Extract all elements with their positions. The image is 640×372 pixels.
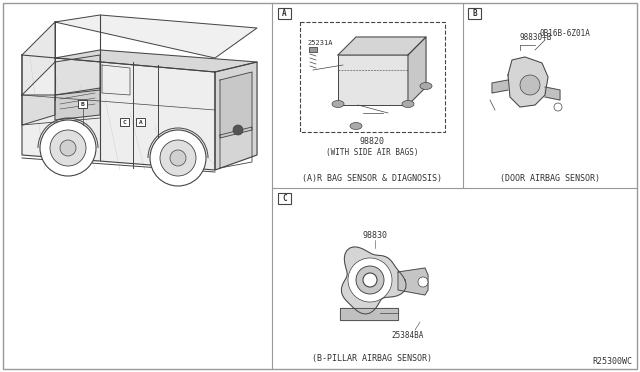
Polygon shape <box>22 95 55 125</box>
Circle shape <box>60 140 76 156</box>
Bar <box>300 22 445 132</box>
Text: 25231A: 25231A <box>307 40 333 46</box>
Polygon shape <box>408 37 426 105</box>
Circle shape <box>233 125 243 135</box>
Ellipse shape <box>402 100 414 108</box>
Circle shape <box>150 130 206 186</box>
Bar <box>78 100 87 108</box>
Polygon shape <box>338 37 426 55</box>
Circle shape <box>40 120 96 176</box>
Ellipse shape <box>420 83 432 90</box>
Bar <box>468 8 481 19</box>
Bar <box>120 118 129 126</box>
Polygon shape <box>22 22 55 95</box>
Circle shape <box>418 277 428 287</box>
Text: (B-PILLAR AIRBAG SENSOR): (B-PILLAR AIRBAG SENSOR) <box>312 353 432 362</box>
Circle shape <box>50 130 86 166</box>
Polygon shape <box>55 88 100 120</box>
Circle shape <box>520 75 540 95</box>
Polygon shape <box>492 80 508 93</box>
Circle shape <box>170 150 186 166</box>
Circle shape <box>554 103 562 111</box>
Text: 25384BA: 25384BA <box>392 330 424 340</box>
Text: (WITH SIDE AIR BAGS): (WITH SIDE AIR BAGS) <box>326 148 419 157</box>
Circle shape <box>160 140 196 176</box>
Polygon shape <box>55 55 100 95</box>
Polygon shape <box>215 62 257 170</box>
Polygon shape <box>508 57 548 107</box>
Text: B: B <box>472 9 477 18</box>
Circle shape <box>348 258 392 302</box>
Text: 98830: 98830 <box>362 231 387 240</box>
Polygon shape <box>220 72 252 138</box>
Bar <box>136 118 145 126</box>
Text: R25300WC: R25300WC <box>592 357 632 366</box>
Text: 0B16B-6Z01A: 0B16B-6Z01A <box>540 29 591 38</box>
Text: C: C <box>123 119 126 125</box>
Polygon shape <box>398 268 428 295</box>
Text: A: A <box>139 119 142 125</box>
Bar <box>278 193 291 204</box>
Bar <box>309 47 317 52</box>
Polygon shape <box>340 308 398 320</box>
Circle shape <box>356 266 384 294</box>
Polygon shape <box>22 55 215 170</box>
Text: A: A <box>282 9 287 18</box>
Text: (A)R BAG SENSOR & DIAGNOSIS): (A)R BAG SENSOR & DIAGNOSIS) <box>302 173 442 183</box>
Ellipse shape <box>332 100 344 108</box>
Bar <box>338 55 408 105</box>
Text: (DOOR AIRBAG SENSOR): (DOOR AIRBAG SENSOR) <box>500 173 600 183</box>
Text: C: C <box>282 194 287 203</box>
Polygon shape <box>55 50 257 72</box>
Polygon shape <box>341 247 406 314</box>
Circle shape <box>363 273 377 287</box>
Bar <box>278 8 291 19</box>
Polygon shape <box>55 15 257 58</box>
Text: 98820: 98820 <box>360 138 385 147</box>
Polygon shape <box>545 87 560 100</box>
Ellipse shape <box>350 122 362 129</box>
Text: 98830+B: 98830+B <box>520 33 552 42</box>
Text: B: B <box>81 102 84 106</box>
